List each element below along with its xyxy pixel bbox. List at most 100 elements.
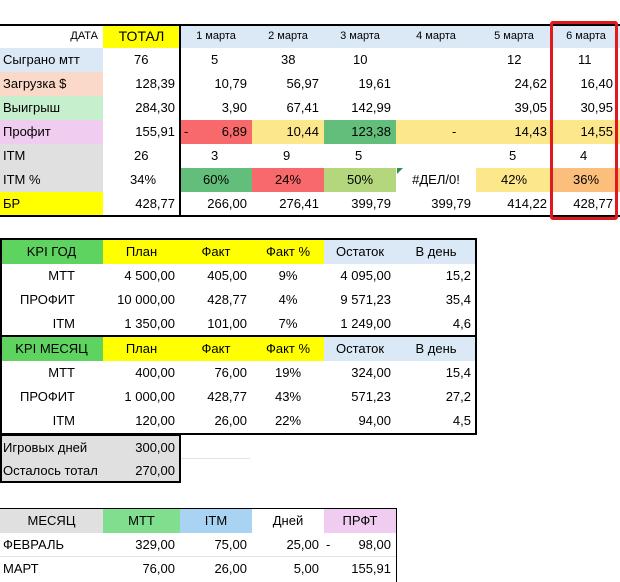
kpi-month-per-day: 27,2 — [445, 389, 471, 404]
month-mtt: 329,00 — [135, 537, 175, 552]
cell-bankroll-1: 266,00 — [207, 196, 247, 211]
kpi-month-row-label: ITM — [52, 413, 75, 428]
month-profit: 155,91 — [351, 561, 391, 576]
total-buyin: 128,39 — [135, 76, 175, 91]
mtt-header: МТТ — [103, 509, 180, 533]
days-info-border — [0, 434, 181, 483]
total-bankroll: 428,77 — [135, 196, 175, 211]
cell-bankroll-5: 414,22 — [507, 196, 547, 211]
minus-sign: - — [184, 124, 189, 139]
cell-buyin-2: 56,97 — [286, 76, 319, 91]
month-days: 5,00 — [293, 561, 319, 576]
row-label-played: Сыграно мтт — [0, 48, 103, 72]
kpi-year-fact: 428,77 — [207, 292, 247, 307]
kpi-month-fact-header: Факт — [180, 337, 252, 361]
kpi-year-title: KPI ГОД — [0, 240, 103, 264]
error-flag-icon — [397, 168, 403, 174]
kpi-year-row-label: ITM — [52, 316, 75, 331]
border-total-right — [179, 24, 181, 217]
cell-profit-3: 123,38 — [324, 120, 396, 144]
kpi-month-per-day: 15,4 — [445, 365, 471, 380]
cell-bankroll-3: 399,79 — [351, 196, 391, 211]
kpi-month-fact: 428,77 — [207, 389, 247, 404]
total-winnings: 284,30 — [135, 100, 175, 115]
kpi-month-plan: 400,00 — [135, 365, 175, 380]
cell-itm-4 — [396, 144, 476, 168]
total-itm: 26 — [134, 148, 149, 163]
kpi-year-row-label: ПРОФИТ — [19, 292, 75, 307]
kpi-year-plan: 4 500,00 — [124, 268, 175, 283]
month-name: МАРТ — [3, 561, 39, 576]
row-label-itm-percent: ITM % — [0, 168, 103, 192]
cell-played-6: 11 — [578, 52, 592, 67]
row-label-profit: Профит — [0, 120, 103, 144]
kpi-month-border — [0, 335, 477, 435]
cell-played-2: 38 — [281, 52, 296, 67]
game-days-value: 300,00 — [103, 436, 180, 460]
cell-itm-percent-4: #ДЕЛ/0! — [412, 172, 460, 187]
kpi-year-remaining: 9 571,23 — [340, 292, 391, 307]
cell-profit-2: 10,44 — [252, 120, 324, 144]
cell-buyin-5: 24,62 — [514, 76, 547, 91]
kpi-year-per-day-header: В день — [396, 240, 476, 264]
day-header-4: 4 марта — [396, 24, 476, 48]
profit-header: ПРФТ — [324, 509, 396, 533]
kpi-year-per-day: 4,6 — [452, 316, 471, 331]
cell-itm-percent-6: 36% — [552, 168, 620, 192]
month-name: ФЕВРАЛЬ — [3, 537, 65, 552]
day-header-3: 3 марта — [324, 24, 396, 48]
days-header: Дней — [272, 513, 304, 528]
cell-winnings-1: 3,90 — [221, 100, 247, 115]
cell-itm-percent-5: 42% — [476, 168, 552, 192]
kpi-month-fact-percent: 22% — [274, 413, 302, 428]
gridline — [0, 556, 396, 557]
minus-sign: - — [326, 537, 331, 552]
cell-winnings-5: 39,05 — [514, 100, 547, 115]
kpi-year-plan: 1 350,00 — [124, 316, 175, 331]
cell-buyin-1: 10,79 — [214, 76, 247, 91]
gridline — [181, 458, 250, 459]
remaining-total-label: Осталось тотал — [0, 459, 103, 483]
cell-profit-1-value: 6,89 — [221, 124, 247, 139]
day-header-6: 6 марта — [552, 24, 620, 48]
kpi-year-fact-percent-header: Факт % — [252, 240, 324, 264]
cell-profit-1: - 6,89 — [180, 120, 252, 144]
kpi-year-remaining: 4 095,00 — [340, 268, 391, 283]
kpi-year-plan-header: План — [103, 240, 180, 264]
kpi-year-fact: 101,00 — [207, 316, 247, 331]
cell-winnings-6: 30,95 — [580, 100, 613, 115]
row-label-itm: ITM — [0, 144, 103, 168]
kpi-year-fact-header: Факт — [180, 240, 252, 264]
kpi-year-remaining-header: Остаток — [324, 240, 396, 264]
monthly-border-top — [0, 508, 397, 509]
kpi-month-row-label: ПРОФИТ — [19, 389, 75, 404]
kpi-month-remaining-header: Остаток — [324, 337, 396, 361]
kpi-month-fact-percent: 19% — [274, 365, 302, 380]
cell-winnings-2: 67,41 — [286, 100, 319, 115]
cell-played-3: 10 — [353, 52, 368, 67]
kpi-year-fact: 405,00 — [207, 268, 247, 283]
day-header-1: 1 марта — [180, 24, 252, 48]
month-mtt: 76,00 — [142, 561, 175, 576]
kpi-year-fact-percent: 7% — [278, 316, 298, 331]
kpi-year-border — [0, 238, 477, 337]
kpi-month-fact-percent: 43% — [274, 389, 302, 404]
kpi-month-fact: 26,00 — [214, 413, 247, 428]
cell-itm-percent-3: 50% — [324, 168, 396, 192]
cell-winnings-3: 142,99 — [351, 100, 391, 115]
kpi-year-fact-percent: 4% — [278, 292, 298, 307]
cell-itm-2: 9 — [283, 148, 291, 163]
month-itm: 26,00 — [214, 561, 247, 576]
cell-buyin-6: 16,40 — [580, 76, 613, 91]
cell-itm-5: 5 — [509, 148, 517, 163]
kpi-month-row-label: МТТ — [48, 365, 75, 380]
cell-bankroll-2: 276,41 — [279, 196, 319, 211]
cell-buyin-4 — [396, 72, 476, 96]
game-days-label: Игровых дней — [0, 436, 103, 460]
date-header: ДАТА — [70, 30, 98, 42]
kpi-month-remaining: 324,00 — [351, 365, 391, 380]
kpi-month-plan: 1 000,00 — [124, 389, 175, 404]
highlight-frame — [550, 21, 618, 220]
total-itm-percent: 34% — [130, 172, 157, 187]
cell-itm-1: 3 — [211, 148, 219, 163]
